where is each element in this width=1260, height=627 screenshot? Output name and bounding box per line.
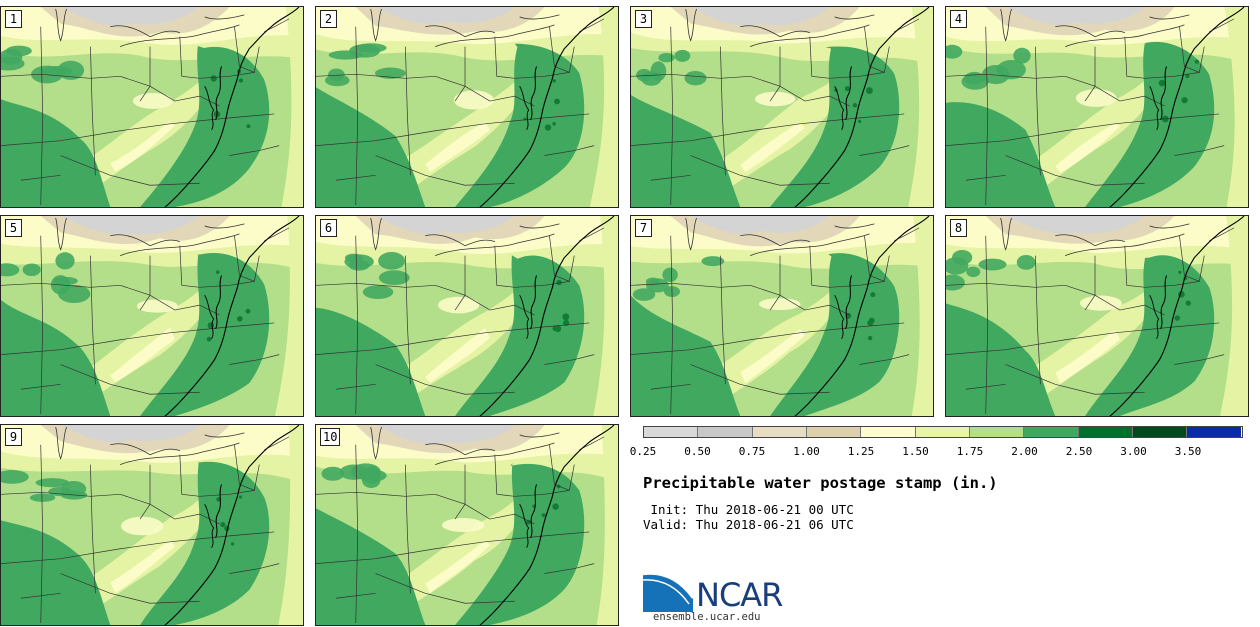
- postage-stamp-map: 2: [315, 6, 619, 208]
- ncar-logo-text: NCAR: [696, 576, 783, 614]
- colorbar-tick-label: 3.00: [1120, 445, 1147, 458]
- colorbar: [643, 426, 1243, 438]
- precipitable-water-map: [316, 216, 618, 416]
- postage-stamp-map: 6: [315, 215, 619, 417]
- postage-stamp-map: 8: [945, 215, 1249, 417]
- precipitable-water-map: [946, 216, 1248, 416]
- colorbar-tick-label: 3.50: [1174, 445, 1202, 458]
- postage-stamp-map: 3: [630, 6, 934, 208]
- postage-stamp-map: 1: [0, 6, 304, 208]
- precipitable-water-map: [1, 216, 303, 416]
- precipitable-water-map: [631, 216, 933, 416]
- member-number-label: 1: [5, 10, 22, 28]
- member-number-label: 8: [950, 219, 967, 237]
- colorbar-tick-label: 1.75: [956, 445, 984, 458]
- plot-title: Precipitable water postage stamp (in.): [643, 474, 998, 492]
- postage-stamp-map: 10: [315, 424, 619, 626]
- postage-stamp-map: 7: [630, 215, 934, 417]
- colorbar-swatch: [806, 427, 862, 437]
- colorbar-tick-label: 2.50: [1065, 445, 1093, 458]
- colorbar-swatch: [752, 427, 807, 437]
- colorbar-swatch: [1132, 427, 1188, 437]
- precipitable-water-map: [316, 425, 618, 625]
- postage-stamp-map: 5: [0, 215, 304, 417]
- member-number-label: 2: [320, 10, 337, 28]
- member-number-label: 5: [5, 219, 22, 237]
- member-number-label: 9: [5, 428, 22, 446]
- precipitable-water-map: [946, 7, 1248, 207]
- colorbar-tick-label: 1.00: [793, 445, 820, 458]
- precipitable-water-map: [1, 425, 303, 625]
- colorbar-swatch: [644, 427, 699, 437]
- init-time: Init: Thu 2018-06-21 00 UTC: [643, 502, 854, 517]
- colorbar-tick-label: 1.50: [902, 445, 929, 458]
- colorbar-tick-label: 0.75: [738, 445, 766, 458]
- precipitable-water-map: [631, 7, 933, 207]
- member-number-label: 7: [635, 219, 652, 237]
- member-number-label: 10: [320, 428, 341, 446]
- colorbar-swatch: [915, 427, 970, 437]
- colorbar-swatch: [698, 427, 753, 437]
- member-number-label: 6: [320, 219, 337, 237]
- postage-stamp-map: 9: [0, 424, 304, 626]
- ncar-logo-icon: [643, 572, 695, 612]
- precipitable-water-map: [316, 7, 618, 207]
- colorbar-tick-label: 0.25: [629, 445, 657, 458]
- colorbar-tick-label: 2.00: [1011, 445, 1038, 458]
- colorbar-swatch: [1024, 427, 1079, 437]
- colorbar-swatch: [861, 427, 916, 437]
- valid-time: Valid: Thu 2018-06-21 06 UTC: [643, 517, 854, 532]
- member-number-label: 4: [950, 10, 967, 28]
- member-number-label: 3: [635, 10, 652, 28]
- colorbar-swatch: [969, 427, 1025, 437]
- postage-stamp-map: 4: [945, 6, 1249, 208]
- ensemble-url: ensemble.ucar.edu: [653, 611, 761, 623]
- colorbar-swatch: [1187, 427, 1242, 437]
- colorbar-tick-label: 1.25: [847, 445, 875, 458]
- colorbar-swatch: [1078, 427, 1133, 437]
- precipitable-water-map: [1, 7, 303, 207]
- colorbar-tick-label: 0.50: [684, 445, 711, 458]
